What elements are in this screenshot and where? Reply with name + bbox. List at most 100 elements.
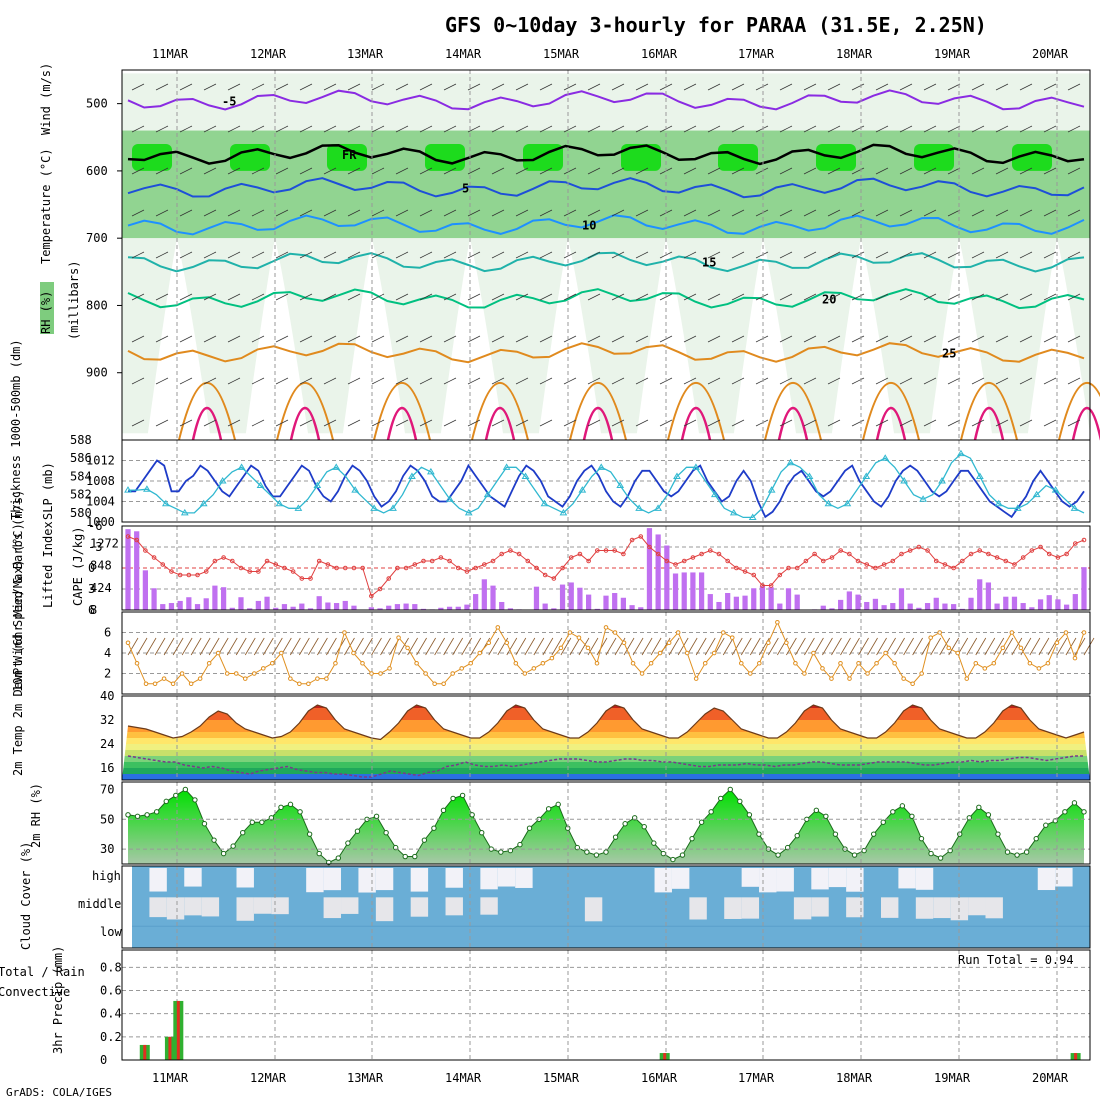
cape-bar bbox=[455, 606, 461, 610]
wind-barb bbox=[203, 83, 217, 91]
lifted-marker bbox=[360, 565, 365, 571]
date-label-top: 11MAR bbox=[152, 47, 189, 61]
wind-barb bbox=[971, 293, 985, 301]
wind-barb-10m bbox=[804, 637, 815, 656]
thickness-marker bbox=[843, 499, 852, 507]
wind-barb bbox=[467, 83, 481, 91]
rh-marker bbox=[240, 829, 246, 836]
wind-barb-10m bbox=[578, 637, 590, 656]
wind-barb-10m bbox=[876, 637, 887, 656]
rh-marker bbox=[794, 832, 800, 839]
cape-bar bbox=[342, 600, 348, 610]
wind-marker bbox=[206, 660, 212, 666]
wind-marker bbox=[378, 671, 383, 676]
wind-barb-10m bbox=[380, 637, 391, 656]
cape-bar bbox=[1029, 607, 1035, 610]
wind-barb bbox=[779, 167, 793, 175]
wind-marker bbox=[766, 640, 771, 646]
wind-marker bbox=[973, 660, 979, 666]
ytick-thickness-580: 580 bbox=[70, 506, 92, 520]
cape-bar bbox=[1020, 603, 1026, 610]
wind-barb bbox=[467, 209, 481, 217]
wind-barb bbox=[755, 83, 769, 91]
wind-barb bbox=[923, 167, 937, 175]
lifted-marker bbox=[473, 565, 478, 571]
cape-bar bbox=[507, 608, 514, 610]
lifted-marker bbox=[377, 586, 383, 592]
wind-barb bbox=[251, 293, 265, 301]
rh-marker bbox=[775, 852, 781, 858]
wind-barb bbox=[611, 209, 625, 217]
wind-marker bbox=[576, 635, 582, 640]
date-label-top: 19MAR bbox=[934, 47, 971, 61]
cape-bar bbox=[655, 534, 661, 610]
date-label-bottom: 19MAR bbox=[934, 1071, 971, 1085]
cloud-clear-high bbox=[828, 868, 847, 888]
contour-label-15: 15 bbox=[702, 256, 716, 270]
wind-barb bbox=[155, 251, 169, 259]
wind-barb bbox=[755, 377, 769, 385]
cape-bar bbox=[1081, 567, 1087, 610]
wind-barb bbox=[1019, 209, 1033, 217]
wind-barb bbox=[515, 335, 529, 343]
wind-barb bbox=[1043, 83, 1057, 91]
wind-barb-10m bbox=[858, 637, 869, 656]
lifted-marker bbox=[577, 551, 583, 557]
wind-barb bbox=[299, 125, 313, 133]
wind-barb bbox=[947, 293, 961, 301]
cloud-clear-mid bbox=[584, 897, 603, 922]
temp-band-4 bbox=[122, 750, 1090, 756]
rh-marker bbox=[985, 812, 992, 818]
cloud-clear-mid bbox=[880, 897, 899, 918]
wind-marker bbox=[567, 630, 573, 635]
wind-barb bbox=[803, 125, 817, 133]
thickness-marker bbox=[578, 486, 587, 493]
cape-bar bbox=[273, 607, 279, 610]
wind-barb bbox=[203, 335, 217, 343]
lifted-marker bbox=[734, 565, 739, 571]
wind-barb-10m bbox=[632, 637, 644, 656]
cape-bar bbox=[142, 570, 148, 610]
rh-marker bbox=[870, 831, 877, 837]
cape-bar bbox=[1064, 604, 1070, 610]
rh-marker bbox=[297, 809, 303, 815]
wind-barb bbox=[1067, 83, 1081, 91]
ytick-li: 6 bbox=[88, 603, 95, 617]
wind-barb bbox=[995, 377, 1009, 385]
wind-barb bbox=[179, 209, 193, 217]
thickness-marker bbox=[862, 472, 871, 479]
cloud-row-high: high bbox=[92, 869, 121, 883]
wind-barb bbox=[323, 293, 337, 301]
cape-bar bbox=[542, 603, 548, 610]
cape-bar bbox=[403, 603, 409, 610]
ytick-thickness-586: 586 bbox=[70, 451, 92, 465]
wind-marker bbox=[1045, 660, 1051, 666]
wind-marker bbox=[838, 660, 843, 666]
hot-lobe-8 bbox=[973, 406, 1005, 441]
wind-barb bbox=[995, 293, 1009, 301]
wind-barb-10m bbox=[903, 637, 914, 656]
ytick-cape: 424 bbox=[90, 581, 112, 595]
cape-bar bbox=[1003, 596, 1009, 610]
wind-barb bbox=[443, 335, 457, 343]
dry-plume-7 bbox=[831, 238, 895, 440]
wind-barb bbox=[755, 167, 769, 175]
wind-barb bbox=[683, 167, 697, 175]
cape-bar bbox=[368, 607, 374, 610]
rh-marker bbox=[335, 855, 342, 861]
wind-barb bbox=[827, 377, 841, 385]
wind-barb bbox=[275, 167, 289, 175]
wind-barb bbox=[611, 377, 625, 385]
temp-band-6 bbox=[122, 738, 1090, 744]
cape-bar bbox=[551, 608, 557, 610]
lifted-marker bbox=[655, 551, 661, 557]
wind-barb-10m bbox=[1002, 637, 1014, 656]
wind-barb bbox=[755, 293, 769, 301]
cloud-clear-high bbox=[776, 868, 794, 892]
wind-barb-10m bbox=[398, 637, 409, 656]
lifted-marker bbox=[864, 562, 870, 567]
cape-bar bbox=[777, 603, 783, 610]
cape-bar bbox=[1046, 595, 1052, 610]
wind-barb bbox=[899, 377, 913, 385]
moist-core-3 bbox=[425, 144, 465, 171]
